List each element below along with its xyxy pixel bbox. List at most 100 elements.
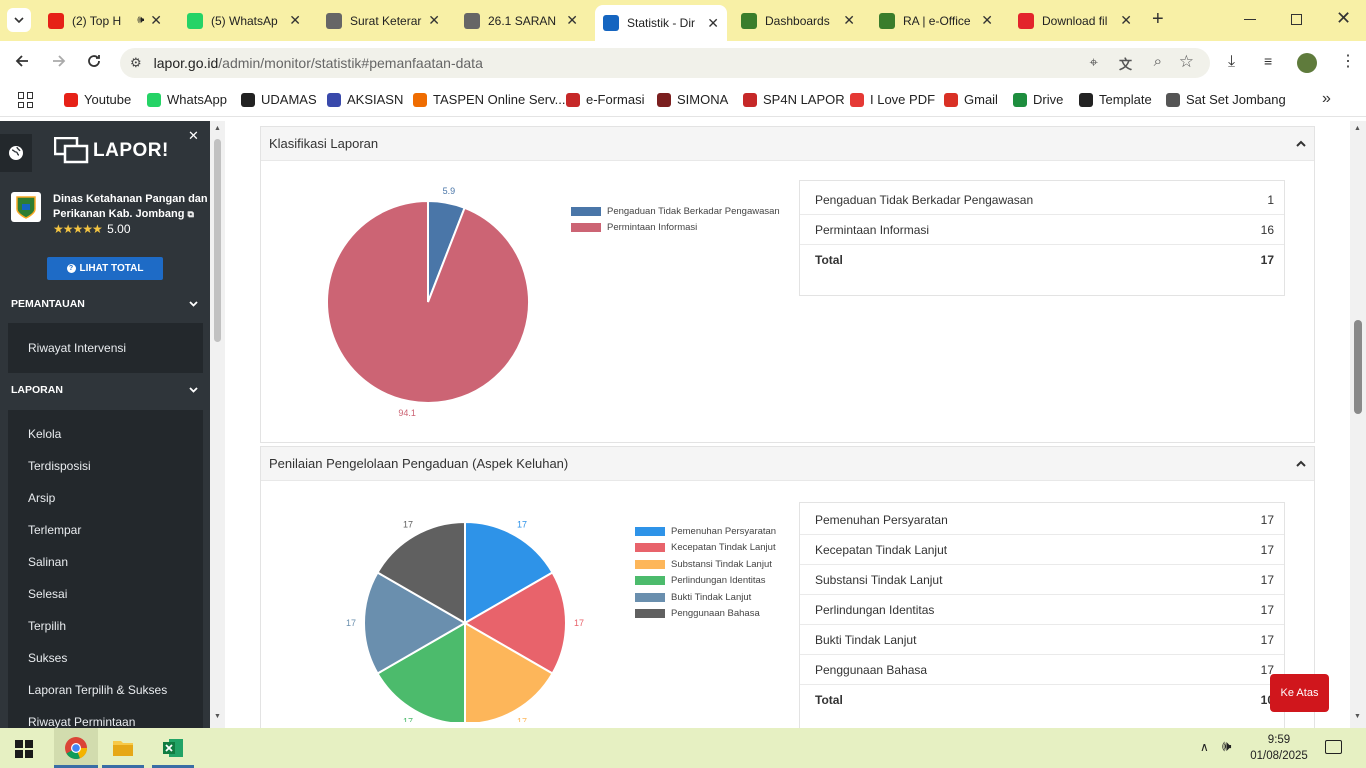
browser-tab[interactable]: RA | e-Office ✕	[871, 6, 1001, 35]
apps-grid-icon[interactable]	[18, 92, 34, 108]
bookmark-item[interactable]: UDAMAS	[241, 92, 317, 107]
chrome-taskbar-icon[interactable]	[54, 728, 98, 768]
bookmark-item[interactable]: AKSIASN	[327, 92, 403, 107]
page-scroll-thumb[interactable]	[1354, 320, 1362, 414]
translate-icon[interactable]: 文	[1118, 57, 1132, 72]
sidebar-item[interactable]: Laporan Terpilih & Sukses	[28, 683, 168, 697]
browser-tab[interactable]: (5) WhatsAp ✕	[179, 6, 309, 35]
reload-button[interactable]	[86, 53, 102, 74]
excel-taskbar-icon[interactable]	[152, 728, 194, 768]
bookmark-item[interactable]: e-Formasi	[566, 92, 645, 107]
file-explorer-taskbar-icon[interactable]	[102, 728, 144, 768]
address-bar[interactable]: ⚙ lapor.go.id/admin/monitor/statistik#pe…	[120, 48, 1210, 78]
minimize-button[interactable]	[1244, 19, 1256, 20]
sidebar-close-icon[interactable]: ✕	[188, 128, 199, 143]
tab-search-button[interactable]	[7, 8, 31, 32]
sidebar-scroll-thumb[interactable]	[214, 139, 221, 342]
legend-label: Pemenuhan Persyaratan	[671, 525, 777, 537]
tab-close-icon[interactable]: ✕	[566, 12, 578, 28]
sidebar-item[interactable]: Riwayat Permintaan	[28, 715, 136, 728]
audio-playing-icon[interactable]: 🕪	[137, 14, 145, 26]
tab-close-icon[interactable]: ✕	[289, 12, 301, 28]
new-tab-button[interactable]: +	[1152, 8, 1164, 30]
sidebar-item[interactable]: Terdisposisi	[28, 459, 91, 473]
sidebar-item[interactable]: Terlempar	[28, 523, 82, 537]
panel-header[interactable]: Klasifikasi Laporan	[261, 127, 1314, 161]
lihat-total-button[interactable]: ? LIHAT TOTAL	[47, 257, 163, 280]
close-window-button[interactable]: ✕	[1336, 8, 1352, 28]
legend-label: Substansi Tindak Lanjut	[671, 558, 772, 570]
tab-close-icon[interactable]: ✕	[981, 12, 993, 28]
legend-item: Pengaduan Tidak Berkadar Pengawasan	[571, 203, 780, 220]
bookmark-item[interactable]: Drive	[1013, 92, 1063, 107]
sidebar-item[interactable]: Arsip	[28, 491, 56, 505]
clock[interactable]: 9:59 01/08/2025	[1248, 732, 1310, 764]
tab-close-icon[interactable]: ✕	[707, 14, 719, 31]
bookmark-item[interactable]: WhatsApp	[147, 92, 227, 107]
browser-menu-icon[interactable]: ⋮	[1340, 53, 1356, 70]
sidebar-item[interactable]: Salinan	[28, 555, 69, 569]
bookmark-item[interactable]: SIMONA	[657, 92, 728, 107]
tab-close-icon[interactable]: ✕	[428, 12, 440, 28]
forward-button[interactable]	[51, 53, 67, 74]
sidebar-item[interactable]: Riwayat Intervensi	[28, 341, 127, 355]
bookmark-item[interactable]: I Love PDF	[850, 92, 935, 107]
tab-close-icon[interactable]: ✕	[150, 12, 162, 28]
media-control-icon[interactable]: ≡	[1264, 53, 1273, 69]
agency-name[interactable]: Dinas Ketahanan Pangan dan Perikanan Kab…	[53, 192, 208, 222]
pie-slice[interactable]	[363, 571, 468, 675]
zoom-icon[interactable]: ⌕	[1153, 53, 1162, 70]
globe-button[interactable]	[0, 134, 32, 172]
section-pemantauan[interactable]: PEMANTAUAN	[0, 289, 210, 319]
row-value: 17	[1260, 572, 1274, 587]
browser-tab[interactable]: Statistik - Dir ✕	[595, 5, 727, 41]
panel-title: Penilaian Pengelolaan Pengaduan (Aspek K…	[269, 456, 569, 471]
browser-tab[interactable]: 26.1 SARAN ✕	[456, 6, 586, 35]
bookmark-item[interactable]: TASPEN Online Serv...	[413, 92, 565, 107]
bookmark-item[interactable]: SP4N LAPOR	[743, 92, 845, 107]
bookmark-item[interactable]: Template	[1079, 92, 1152, 107]
chevron-up-icon[interactable]	[1296, 139, 1306, 149]
location-icon[interactable]: ⌖	[1089, 54, 1098, 71]
site-info-icon[interactable]: ⚙	[130, 55, 142, 70]
panel-header[interactable]: Penilaian Pengelolaan Pengaduan (Aspek K…	[261, 447, 1314, 481]
back-to-top-button[interactable]: Ke Atas	[1270, 674, 1329, 712]
section-laporan[interactable]: LAPORAN	[0, 375, 210, 405]
tray-overflow-icon[interactable]: ∧	[1200, 740, 1209, 754]
url-path: /admin/monitor/statistik#pemanfaatan-dat…	[218, 55, 483, 71]
pie-slice[interactable]	[464, 621, 554, 722]
sidebar-item[interactable]: Kelola	[28, 427, 62, 441]
back-button[interactable]	[14, 53, 30, 74]
pie-slice[interactable]	[376, 621, 466, 722]
bookmark-item[interactable]: Youtube	[64, 92, 131, 107]
tab-close-icon[interactable]: ✕	[843, 12, 855, 28]
pie-slice[interactable]	[464, 520, 554, 625]
notification-icon[interactable]	[1325, 740, 1342, 754]
bookmark-item[interactable]: Gmail	[944, 92, 998, 107]
sidebar-item[interactable]: Sukses	[28, 651, 68, 665]
browser-tab[interactable]: Surat Keterar ✕	[318, 6, 448, 35]
sidebar-item[interactable]: Selesai	[28, 587, 68, 601]
browser-tab[interactable]: (2) Top H 🕪 ✕	[40, 6, 170, 35]
table-row: Kecepatan Tindak Lanjut 17	[800, 535, 1284, 565]
more-bookmarks-icon[interactable]: »	[1322, 90, 1331, 107]
bookmark-star-icon[interactable]: ☆	[1178, 52, 1194, 71]
browser-tab[interactable]: Download fil ✕	[1010, 6, 1140, 35]
profile-avatar[interactable]	[1297, 53, 1317, 73]
tab-close-icon[interactable]: ✕	[1120, 12, 1132, 28]
sidebar-scrollbar[interactable]: ▲ ▼	[210, 121, 225, 728]
windows-start-icon[interactable]	[15, 740, 33, 758]
page-scrollbar[interactable]: ▲ ▼	[1350, 121, 1366, 728]
volume-icon[interactable]: 🕪	[1222, 738, 1232, 755]
pie-slice[interactable]	[462, 571, 567, 675]
chevron-up-icon[interactable]	[1296, 459, 1306, 469]
pie-slice[interactable]	[326, 199, 530, 404]
bookmark-item[interactable]: Sat Set Jombang	[1166, 92, 1286, 107]
restore-button[interactable]	[1291, 14, 1302, 25]
total-label: Total	[815, 693, 843, 707]
browser-tab[interactable]: Dashboards ✕	[733, 6, 863, 35]
download-icon[interactable]: ⤓	[1228, 53, 1236, 70]
pie-slice[interactable]	[376, 520, 466, 625]
sidebar-item[interactable]: Terpilih	[28, 619, 67, 633]
bookmark-label: Template	[1099, 92, 1152, 107]
